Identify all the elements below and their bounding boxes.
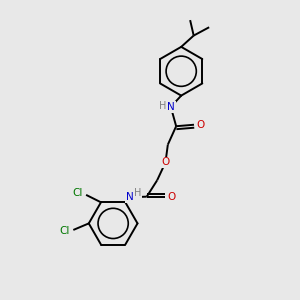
Text: N: N <box>167 102 175 112</box>
Text: O: O <box>168 192 176 202</box>
Text: N: N <box>126 192 134 202</box>
Text: O: O <box>196 120 205 130</box>
Text: Cl: Cl <box>73 188 83 198</box>
Text: H: H <box>134 188 142 198</box>
Text: O: O <box>161 158 169 167</box>
Text: H: H <box>159 101 166 111</box>
Text: Cl: Cl <box>60 226 70 236</box>
